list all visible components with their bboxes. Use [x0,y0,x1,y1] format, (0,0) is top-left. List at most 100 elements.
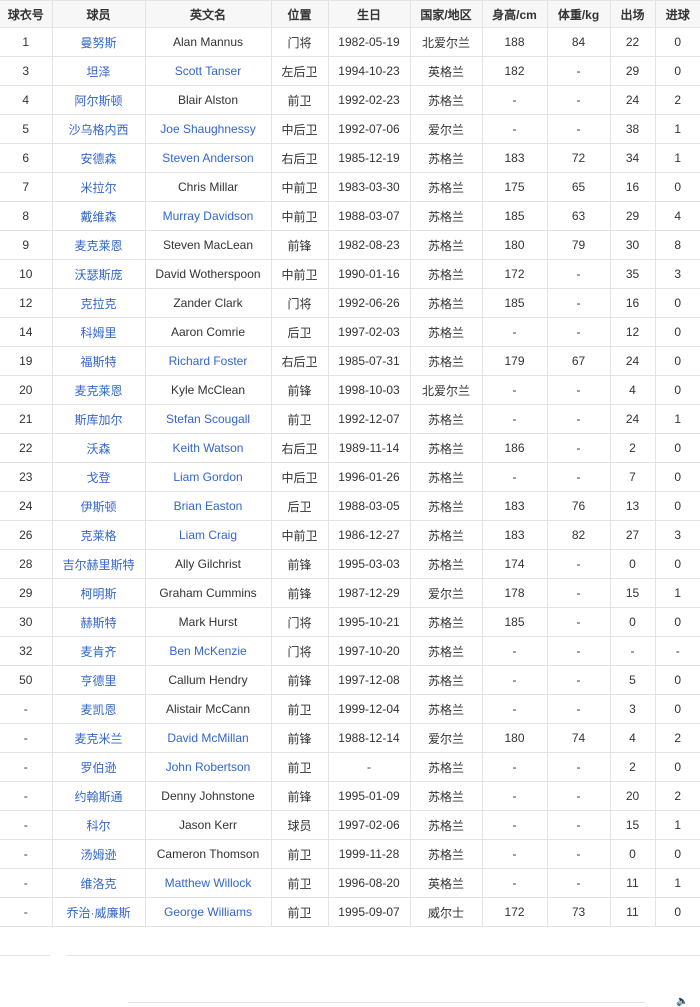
position: 前锋 [270,781,329,811]
nation: 英格兰 [409,868,483,898]
player-name-link[interactable]: 斯库加尔 [51,404,146,434]
appearances: 27 [609,520,656,550]
shirt-number: - [0,781,53,811]
player-name-link[interactable]: 坦泽 [51,56,146,86]
english-name-link[interactable]: David McMillan [144,723,272,753]
shirt-number: 10 [0,259,53,289]
player-name-link[interactable]: 沃森 [51,433,146,463]
shirt-number: 8 [0,201,53,231]
weight: 84 [546,27,611,57]
height: 175 [481,172,548,202]
player-name-link[interactable]: 沃瑟斯庞 [51,259,146,289]
position: 右后卫 [270,433,329,463]
table-row: 22 沃森 Keith Watson 右后卫 1989-11-14 苏格兰 186-2 0 [0,433,700,463]
appearances: 4 [609,723,656,753]
english-name-link[interactable]: Joe Shaughnessy [144,114,272,144]
shirt-number: 14 [0,317,53,347]
table-row: 8 戴维森 Murray Davidson 中前卫 1988-03-07 苏格兰 185 63… [0,201,700,231]
shirt-number: 23 [0,462,53,492]
table-row: 26 克莱格 Liam Craig 中前卫 1986-12-27 苏格兰 183 82 27 3 [0,520,700,550]
player-name-link[interactable]: 吉尔赫里斯特 [51,549,146,579]
birthday: 1992-02-23 [327,85,411,115]
goals: 3 [654,259,700,289]
english-name-link[interactable]: Ben McKenzie [144,636,272,666]
table-row: 28 吉尔赫里斯特 Ally Gilchrist 前锋 1995-03-03 苏格兰 174… [0,549,700,579]
nation: 苏格兰 [409,694,483,724]
player-name-link[interactable]: 汤姆逊 [51,839,146,869]
player-name-link[interactable]: 安德森 [51,143,146,173]
player-name-link[interactable]: 维洛克 [51,868,146,898]
table-row: 5 沙乌格内西 Joe Shaughnessy 中后卫 1992-07-06 爱尔兰 - -3… [0,114,700,144]
player-name-link[interactable]: 米拉尔 [51,172,146,202]
english-name-link[interactable]: John Robertson [144,752,272,782]
nation: 威尔士 [409,897,483,927]
weight: - [546,636,611,666]
appearances: 11 [609,897,656,927]
weight: - [546,404,611,434]
english-name: Mark Hurst [144,607,272,637]
weight: 76 [546,491,611,521]
shirt-number: 1 [0,27,53,57]
table-row: - 乔治·威廉斯 George Williams 前卫 1995-09-07 威尔士 172… [0,897,700,927]
audio-icon[interactable]: 🔈 [676,996,689,1007]
column-header: 球衣号 [0,0,53,28]
english-name-link[interactable]: Keith Watson [144,433,272,463]
birthday: 1999-11-28 [327,839,411,869]
birthday: 1992-12-07 [327,404,411,434]
nation: 爱尔兰 [409,723,483,753]
player-name-link[interactable]: 麦凯恩 [51,694,146,724]
appearances: 38 [609,114,656,144]
player-name-link[interactable]: 曼努斯 [51,27,146,57]
english-name-link[interactable]: Liam Gordon [144,462,272,492]
player-name-link[interactable]: 乔治·威廉斯 [51,897,146,927]
player-name-link[interactable]: 罗伯逊 [51,752,146,782]
weight: - [546,433,611,463]
english-name-link[interactable]: Richard Foster [144,346,272,376]
player-name-link[interactable]: 科姆里 [51,317,146,347]
position: 前锋 [270,549,329,579]
nation: 爱尔兰 [409,114,483,144]
player-name-link[interactable]: 克拉克 [51,288,146,318]
player-name-link[interactable]: 麦肯齐 [51,636,146,666]
english-name-link[interactable]: Liam Craig [144,520,272,550]
english-name-link[interactable]: Steven Anderson [144,143,272,173]
appearances: 7 [609,462,656,492]
player-name-link[interactable]: 福斯特 [51,346,146,376]
birthday: 1995-01-09 [327,781,411,811]
position: 前卫 [270,694,329,724]
player-name-link[interactable]: 约翰斯通 [51,781,146,811]
player-name-link[interactable]: 戈登 [51,462,146,492]
column-header: 出场 [609,0,656,28]
english-name-link[interactable]: Scott Tanser [144,56,272,86]
player-name-link[interactable]: 麦克米兰 [51,723,146,753]
position: 门将 [270,27,329,57]
table-row: - 科尔 Jason Kerr 球员 1997-02-06 苏格兰 - -15 1 [0,810,700,840]
player-name-link[interactable]: 麦克莱恩 [51,375,146,405]
player-name-link[interactable]: 柯明斯 [51,578,146,608]
player-name-link[interactable]: 麦克莱恩 [51,230,146,260]
player-name-link[interactable]: 克莱格 [51,520,146,550]
english-name-link[interactable]: George Williams [144,897,272,927]
birthday: 1985-12-19 [327,143,411,173]
player-name-link[interactable]: 伊斯顿 [51,491,146,521]
shirt-number: 24 [0,491,53,521]
player-name-link[interactable]: 沙乌格内西 [51,114,146,144]
weight: - [546,375,611,405]
english-name-link[interactable]: Brian Easton [144,491,272,521]
goals: 3 [654,520,700,550]
player-name-link[interactable]: 科尔 [51,810,146,840]
english-name: Denny Johnstone [144,781,272,811]
height: - [481,752,548,782]
appearances: 0 [609,607,656,637]
position: 中前卫 [270,201,329,231]
player-name-link[interactable]: 戴维森 [51,201,146,231]
player-name-link[interactable]: 赫斯特 [51,607,146,637]
english-name-link[interactable]: Stefan Scougall [144,404,272,434]
table-row: 4 阿尔斯顿 Blair Alston 前卫 1992-02-23 苏格兰 - -24 2 [0,85,700,115]
english-name-link[interactable]: Matthew Willock [144,868,272,898]
position: 前卫 [270,85,329,115]
english-name-link[interactable]: Murray Davidson [144,201,272,231]
player-name-link[interactable]: 阿尔斯顿 [51,85,146,115]
player-name-link[interactable]: 亨德里 [51,665,146,695]
appearances: 11 [609,868,656,898]
